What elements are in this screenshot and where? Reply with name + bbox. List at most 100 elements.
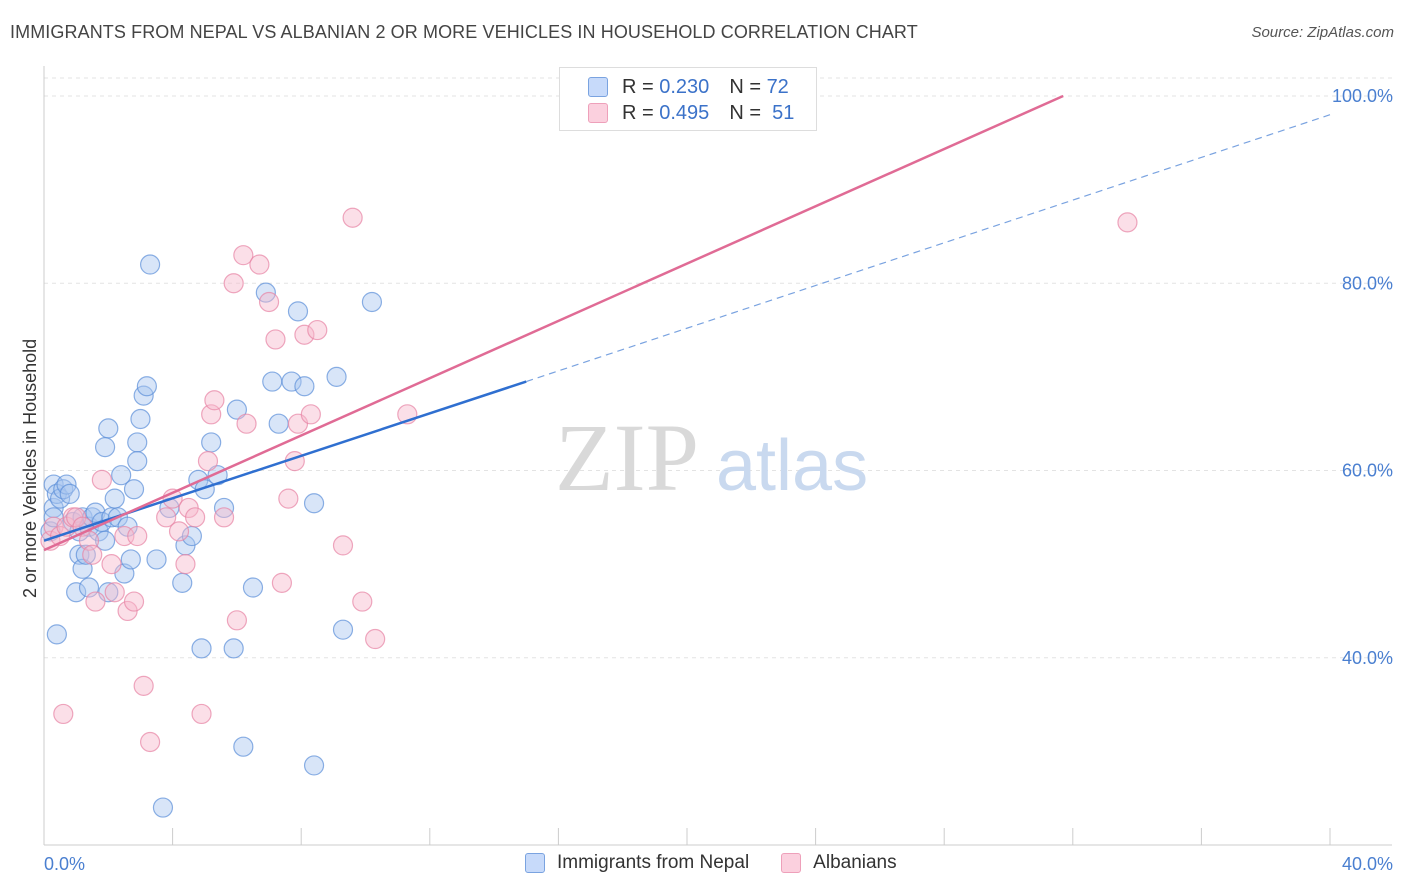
data-points [40, 207, 1138, 818]
point-nepal [191, 638, 212, 659]
point-nepal [123, 479, 145, 500]
point-albanian [236, 413, 257, 434]
point-nepal [98, 418, 119, 439]
point-nepal [172, 572, 193, 593]
point-albanian [342, 207, 363, 228]
trend-line-albanians [43, 94, 1064, 552]
point-nepal [303, 493, 325, 514]
bottom-legend: Immigrants from Nepal Albanians [525, 852, 929, 874]
point-albanian [294, 324, 315, 345]
y-tick-label: 100.0% [1332, 86, 1393, 106]
watermark-zip: ZIP [555, 404, 699, 511]
point-albanian [91, 469, 112, 490]
point-albanian [249, 254, 270, 275]
legend-swatch-nepal [588, 77, 608, 97]
point-albanian [191, 703, 212, 725]
point-nepal [94, 530, 116, 551]
point-albanian [365, 628, 386, 650]
point-albanian [204, 390, 225, 411]
bottom-swatch-nepal [525, 853, 545, 873]
legend-r-label: R = [622, 75, 654, 98]
point-nepal [46, 624, 67, 645]
point-nepal [127, 451, 148, 472]
point-nepal [242, 577, 264, 598]
point-albanian [53, 703, 74, 725]
point-nepal [223, 638, 244, 659]
legend-n-value: 72 [766, 75, 789, 98]
point-nepal [59, 483, 80, 505]
point-albanian [104, 582, 125, 603]
x-tick-label: 0.0% [44, 854, 85, 874]
bottom-legend-label-nepal: Immigrants from Nepal [557, 852, 750, 873]
legend-row-nepal: R = 0.230 N = 72 [588, 74, 789, 100]
watermark-atlas: atlas [716, 426, 868, 506]
point-albanian [139, 731, 161, 753]
legend-r-value: 0.230 [659, 75, 710, 98]
legend-r-value: 0.495 [659, 101, 710, 124]
x-tick-labels: 0.0% 40.0% [44, 854, 1393, 874]
legend-n-label: N = [729, 101, 761, 124]
point-albanian [101, 554, 122, 575]
point-albanian [213, 507, 235, 528]
trend-line-nepal-extension [526, 114, 1331, 383]
legend-r-label: R = [622, 101, 654, 124]
point-nepal [361, 291, 383, 313]
point-nepal [281, 371, 302, 392]
point-nepal [66, 582, 87, 603]
point-albanian [1117, 212, 1138, 233]
legend-n-value: 51 [772, 101, 795, 124]
point-nepal [332, 619, 354, 640]
bottom-swatch-albanians [781, 853, 802, 873]
point-albanian [233, 245, 254, 266]
y-tick-label: 40.0% [1342, 648, 1393, 668]
point-nepal [303, 755, 325, 776]
point-albanian [307, 319, 328, 341]
point-nepal [94, 436, 116, 458]
point-albanian [123, 591, 145, 612]
point-nepal [226, 399, 247, 420]
point-albanian [300, 404, 321, 425]
bottom-legend-nepal: Immigrants from Nepal [525, 852, 749, 874]
point-nepal [268, 413, 289, 434]
point-albanian [185, 507, 206, 528]
point-albanian [352, 591, 373, 612]
point-albanian [82, 544, 103, 565]
point-nepal [326, 366, 347, 387]
y-tick-label: 80.0% [1342, 273, 1393, 293]
point-nepal [120, 549, 141, 570]
grid-lines [44, 77, 1392, 659]
point-albanian [197, 451, 219, 472]
point-albanian [223, 273, 244, 294]
point-nepal [130, 408, 151, 430]
y-tick-label: 60.0% [1342, 461, 1393, 481]
legend-n-label: N = [729, 75, 761, 98]
point-albanian [156, 507, 177, 528]
watermark: ZIP atlas [555, 404, 868, 511]
legend-row-albanians: R = 0.495 N = 51 [588, 100, 794, 126]
point-albanian [278, 488, 299, 509]
legend-swatch-albanians [588, 103, 608, 123]
point-albanian [175, 554, 196, 575]
point-albanian [271, 572, 293, 593]
legend: R = 0.230 N = 72 R = 0.495 N = 51 [559, 67, 817, 131]
point-nepal [201, 432, 222, 453]
x-tick-label: 40.0% [1342, 854, 1393, 874]
point-nepal [146, 549, 167, 570]
y-tick-labels: 40.0% 60.0% 80.0% 100.0% [1332, 86, 1393, 668]
point-nepal [104, 488, 125, 509]
y-axis-label: 2 or more Vehicles in Household [20, 339, 40, 598]
point-nepal [294, 376, 315, 397]
bottom-legend-albanians: Albanians [781, 852, 897, 874]
point-albanian [265, 329, 286, 350]
point-nepal [111, 465, 132, 486]
point-albanian [332, 535, 354, 556]
chart-title: IMMIGRANTS FROM NEPAL VS ALBANIAN 2 OR M… [10, 22, 918, 42]
point-albanian [226, 610, 247, 631]
axes [43, 66, 1392, 846]
point-nepal [136, 376, 157, 397]
point-nepal [139, 254, 161, 275]
point-nepal [287, 301, 309, 322]
point-albanian [133, 675, 154, 696]
chart-source: Source: ZipAtlas.com [1251, 24, 1394, 41]
